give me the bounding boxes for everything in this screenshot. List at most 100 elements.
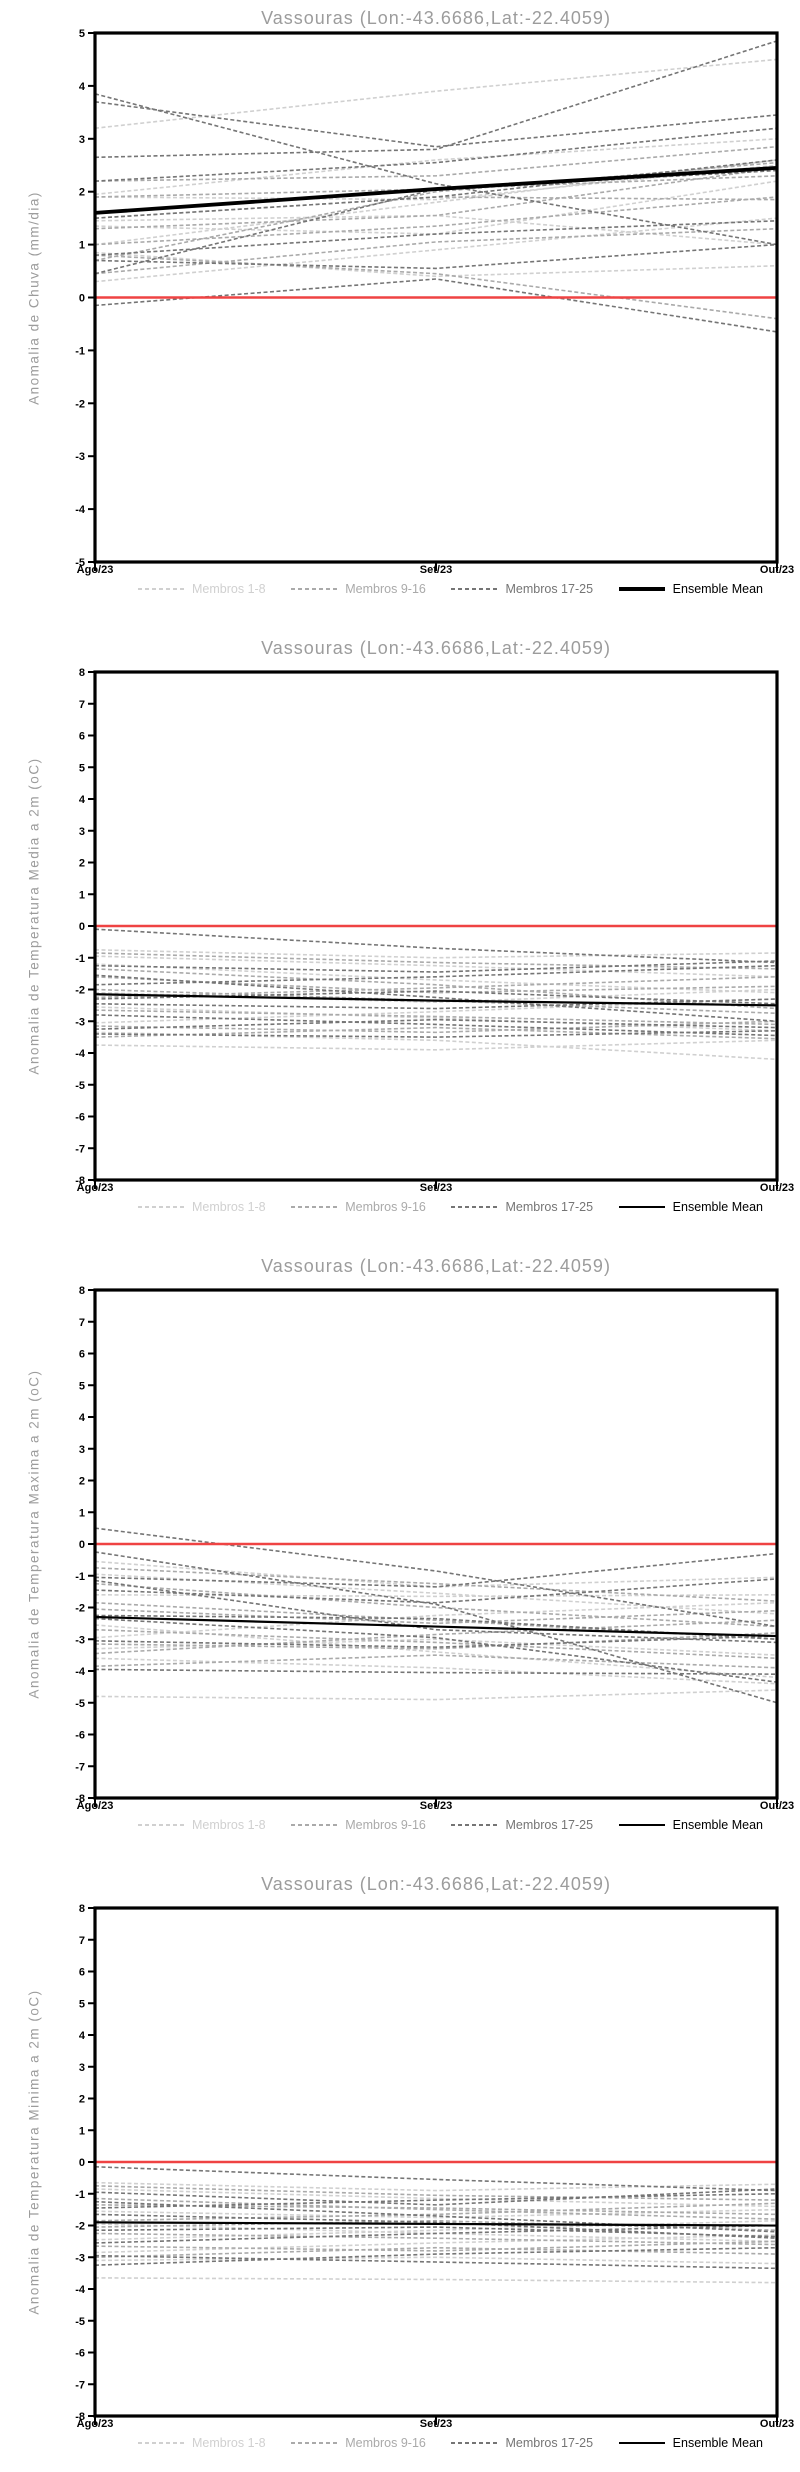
x-tick-label: Ago/23 bbox=[76, 1800, 114, 1812]
svg-text:-1: -1 bbox=[75, 1571, 85, 1583]
svg-text:5: 5 bbox=[79, 762, 85, 774]
svg-text:6: 6 bbox=[79, 1967, 85, 1979]
legend-line-sample bbox=[618, 587, 665, 591]
svg-text:-6: -6 bbox=[75, 2348, 85, 2360]
svg-text:-2: -2 bbox=[75, 398, 85, 410]
legend-item-label: Membros 1-8 bbox=[192, 582, 266, 596]
legend-item: Membros 1-8 bbox=[138, 582, 266, 596]
x-tick-label: Set/23 bbox=[419, 1182, 453, 1194]
svg-text:0: 0 bbox=[79, 921, 85, 933]
legend-item: Ensemble Mean bbox=[618, 1818, 763, 1832]
svg-text:-4: -4 bbox=[75, 1666, 86, 1678]
legend: Membros 1-8 Membros 9-16 Membros 17-25 E… bbox=[138, 1818, 763, 1832]
legend-line-sample bbox=[451, 588, 498, 590]
svg-text:5: 5 bbox=[79, 1998, 85, 2010]
svg-text:3: 3 bbox=[79, 2062, 85, 2074]
svg-text:-2: -2 bbox=[75, 1603, 85, 1615]
legend-item: Membros 1-8 bbox=[138, 1200, 266, 1214]
legend-line-sample bbox=[291, 2442, 338, 2444]
legend-line-sample bbox=[138, 1824, 184, 1826]
svg-text:7: 7 bbox=[79, 1935, 85, 1947]
svg-text:8: 8 bbox=[79, 1903, 85, 1915]
legend-item: Membros 17-25 bbox=[451, 2436, 593, 2450]
legend-item-label: Ensemble Mean bbox=[672, 2436, 763, 2450]
svg-text:-3: -3 bbox=[75, 451, 85, 463]
chart-panel-temp-minima: Vassouras (Lon:-43.6686,Lat:-22.4059) An… bbox=[0, 1854, 800, 2472]
x-tick-label: Ago/23 bbox=[76, 564, 114, 576]
legend-line-sample bbox=[291, 1824, 338, 1826]
legend-item-label: Membros 17-25 bbox=[505, 1818, 594, 1832]
svg-text:-4: -4 bbox=[75, 1048, 86, 1060]
legend-line-sample bbox=[451, 1206, 498, 1208]
chart-panel-chuva: Vassouras (Lon:-43.6686,Lat:-22.4059) An… bbox=[0, 0, 800, 618]
svg-text:-7: -7 bbox=[75, 1143, 85, 1155]
legend: Membros 1-8 Membros 9-16 Membros 17-25 E… bbox=[138, 1200, 763, 1214]
legend-item: Membros 9-16 bbox=[291, 1200, 426, 1214]
legend-item: Membros 9-16 bbox=[291, 1818, 426, 1832]
svg-text:7: 7 bbox=[79, 699, 85, 711]
legend-item-label: Ensemble Mean bbox=[672, 1818, 763, 1832]
legend-item-label: Membros 17-25 bbox=[505, 582, 594, 596]
svg-text:3: 3 bbox=[79, 1444, 85, 1456]
svg-text:8: 8 bbox=[79, 667, 85, 679]
legend-item-label: Membros 1-8 bbox=[192, 1818, 266, 1832]
svg-text:-8: -8 bbox=[75, 1793, 85, 1805]
x-tick-label: Out/23 bbox=[759, 2418, 795, 2430]
x-tick-label: Out/23 bbox=[759, 1800, 795, 1812]
svg-text:-5: -5 bbox=[75, 557, 85, 569]
legend-line-sample bbox=[451, 1824, 498, 1826]
legend-item-label: Membros 9-16 bbox=[345, 582, 426, 596]
legend-item: Membros 9-16 bbox=[291, 2436, 426, 2450]
svg-text:-5: -5 bbox=[75, 1698, 85, 1710]
svg-text:-3: -3 bbox=[75, 2252, 85, 2264]
legend-item: Ensemble Mean bbox=[618, 582, 763, 596]
svg-text:-3: -3 bbox=[75, 1016, 85, 1028]
svg-text:-5: -5 bbox=[75, 2316, 85, 2328]
legend-item: Membros 17-25 bbox=[451, 1818, 593, 1832]
svg-text:4: 4 bbox=[79, 794, 86, 806]
chart-title: Vassouras (Lon:-43.6686,Lat:-22.4059) bbox=[261, 638, 611, 658]
legend-line-sample bbox=[618, 2442, 665, 2444]
svg-text:-1: -1 bbox=[75, 345, 85, 357]
legend-item-label: Membros 9-16 bbox=[345, 1200, 426, 1214]
svg-text:-2: -2 bbox=[75, 985, 85, 997]
legend-item-label: Membros 1-8 bbox=[192, 1200, 266, 1214]
svg-text:-4: -4 bbox=[75, 504, 86, 516]
svg-text:3: 3 bbox=[79, 134, 85, 146]
svg-text:-7: -7 bbox=[75, 1761, 85, 1773]
svg-text:1: 1 bbox=[79, 2125, 85, 2137]
legend-item-label: Ensemble Mean bbox=[672, 1200, 763, 1214]
x-tick-label: Set/23 bbox=[419, 1800, 453, 1812]
svg-text:4: 4 bbox=[79, 81, 86, 93]
svg-text:0: 0 bbox=[79, 2157, 85, 2169]
legend-item: Membros 17-25 bbox=[451, 582, 593, 596]
legend-item-label: Ensemble Mean bbox=[672, 582, 763, 596]
legend-item-label: Membros 9-16 bbox=[345, 2436, 426, 2450]
legend-item-label: Membros 1-8 bbox=[192, 2436, 266, 2450]
legend-item: Membros 1-8 bbox=[138, 2436, 266, 2450]
svg-text:-8: -8 bbox=[75, 2411, 85, 2423]
chart-title: Vassouras (Lon:-43.6686,Lat:-22.4059) bbox=[261, 8, 611, 28]
legend-line-sample bbox=[618, 1824, 665, 1826]
chart-panel-temp-media: Vassouras (Lon:-43.6686,Lat:-22.4059) An… bbox=[0, 618, 800, 1236]
x-tick-label: Ago/23 bbox=[76, 1182, 114, 1194]
legend-line-sample bbox=[138, 2442, 184, 2444]
chart-panel-temp-maxima: Vassouras (Lon:-43.6686,Lat:-22.4059) An… bbox=[0, 1236, 800, 1854]
legend-line-sample bbox=[138, 588, 184, 590]
legend-line-sample bbox=[291, 588, 338, 590]
svg-text:-6: -6 bbox=[75, 1112, 85, 1124]
legend-item: Ensemble Mean bbox=[618, 1200, 763, 1214]
plot-area: -8 -7 -6 -5 -4 -3 -2 -1 0 1 2 3 4 5 6 7 8 bbox=[75, 1285, 779, 1807]
legend-line-sample bbox=[138, 1206, 184, 1208]
svg-text:6: 6 bbox=[79, 1349, 85, 1361]
legend-item: Ensemble Mean bbox=[618, 2436, 763, 2450]
svg-text:8: 8 bbox=[79, 1285, 85, 1297]
legend: Membros 1-8 Membros 9-16 Membros 17-25 E… bbox=[138, 582, 763, 596]
legend-item: Membros 9-16 bbox=[291, 582, 426, 596]
x-tick-label: Set/23 bbox=[419, 2418, 453, 2430]
svg-text:-1: -1 bbox=[75, 953, 85, 965]
legend-item-label: Membros 17-25 bbox=[505, 2436, 594, 2450]
svg-text:-7: -7 bbox=[75, 2379, 85, 2391]
legend-line-sample bbox=[451, 2442, 498, 2444]
